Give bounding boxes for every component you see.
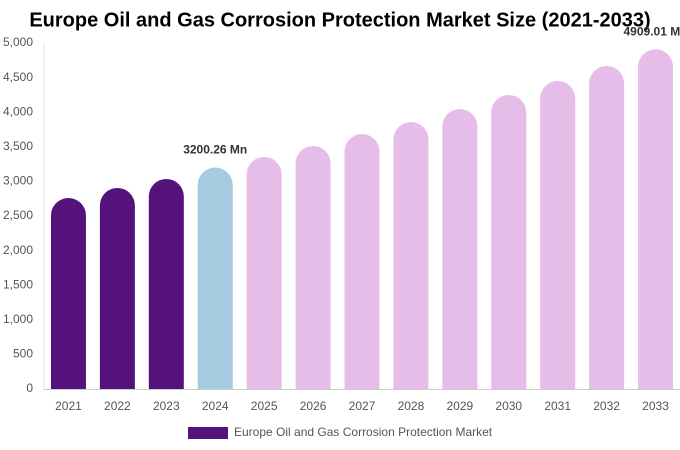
bar [50,198,86,389]
value-label: 3200.26 Mn [183,143,247,157]
x-tick-label: 2029 [446,399,473,413]
legend-label: Europe Oil and Gas Corrosion Protection … [234,425,493,439]
x-tick-label: 2023 [153,399,180,413]
bar [442,109,478,390]
value-label: 4909.01 Mn [624,24,680,38]
chart-title: Europe Oil and Gas Corrosion Protection … [29,9,650,31]
x-tick-label: 2022 [104,399,131,413]
x-tick-label: 2024 [202,399,229,413]
x-tick-label: 2032 [593,399,620,413]
x-tick-label: 2031 [544,399,571,413]
legend-swatch [188,427,228,439]
y-tick-label: 4,000 [3,104,33,118]
y-tick-label: 3,000 [3,174,33,188]
y-tick-label: 2,500 [3,208,33,222]
bar [491,94,527,389]
bar [148,178,184,389]
x-tick-label: 2026 [300,399,327,413]
x-tick-label: 2025 [251,399,278,413]
y-tick-label: 5,000 [3,35,33,49]
bar [589,65,625,389]
y-tick-label: 1,000 [3,312,33,326]
y-tick-label: 4,500 [3,70,33,84]
y-tick-label: 1,500 [3,277,33,291]
y-tick-label: 0 [26,381,33,395]
x-tick-label: 2030 [495,399,522,413]
bar [99,187,135,389]
y-tick-label: 500 [13,347,33,361]
bar [295,145,331,389]
x-tick-label: 2028 [398,399,425,413]
bar [246,156,282,389]
bar [344,133,380,389]
y-tick-label: 3,500 [3,139,33,153]
x-tick-label: 2027 [349,399,376,413]
y-tick-label: 2,000 [3,243,33,257]
bar [197,167,233,389]
bar [638,49,674,389]
bar [393,122,429,389]
x-tick-label: 2021 [55,399,82,413]
bar [540,80,576,390]
x-tick-label: 2033 [642,399,669,413]
